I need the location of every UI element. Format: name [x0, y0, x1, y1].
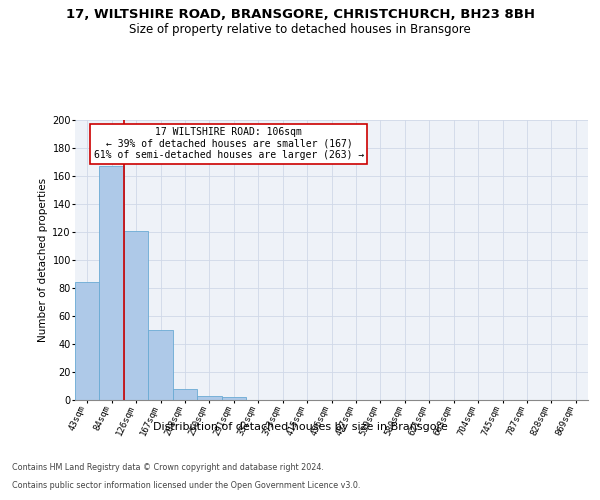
- Bar: [221, 397, 246, 400]
- Bar: [75, 282, 100, 400]
- Bar: [100, 166, 124, 400]
- Text: 17 WILTSHIRE ROAD: 106sqm
← 39% of detached houses are smaller (167)
61% of semi: 17 WILTSHIRE ROAD: 106sqm ← 39% of detac…: [94, 127, 364, 160]
- Text: Distribution of detached houses by size in Bransgore: Distribution of detached houses by size …: [152, 422, 448, 432]
- Bar: [197, 396, 221, 400]
- Text: Contains HM Land Registry data © Crown copyright and database right 2024.: Contains HM Land Registry data © Crown c…: [12, 464, 324, 472]
- Bar: [124, 230, 148, 400]
- Text: Size of property relative to detached houses in Bransgore: Size of property relative to detached ho…: [129, 22, 471, 36]
- Text: Contains public sector information licensed under the Open Government Licence v3: Contains public sector information licen…: [12, 481, 361, 490]
- Y-axis label: Number of detached properties: Number of detached properties: [38, 178, 48, 342]
- Bar: [148, 330, 173, 400]
- Text: 17, WILTSHIRE ROAD, BRANSGORE, CHRISTCHURCH, BH23 8BH: 17, WILTSHIRE ROAD, BRANSGORE, CHRISTCHU…: [65, 8, 535, 20]
- Bar: [173, 389, 197, 400]
